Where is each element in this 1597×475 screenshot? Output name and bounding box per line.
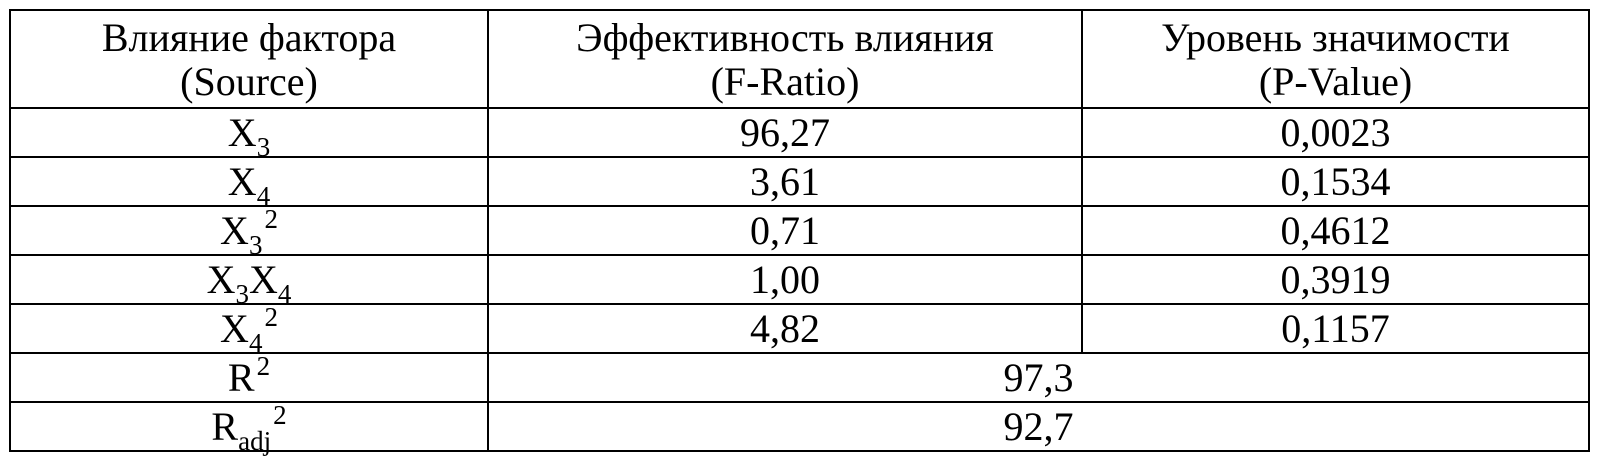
f-ratio-cell: 96,27	[487, 107, 1083, 158]
source-sup: 2	[264, 203, 278, 234]
f-ratio-cell: 1,00	[487, 254, 1083, 305]
source-base: X	[227, 109, 257, 155]
f-ratio-cell: 3,61	[487, 156, 1083, 207]
summary-label-sup: 2	[256, 350, 271, 381]
header-source-line1: Влияние фактора	[101, 15, 397, 60]
summary-label-base: R	[211, 403, 239, 449]
summary-label-sub: adj	[238, 425, 272, 456]
anova-table: Влияние фактора (Source) Эффективность в…	[9, 9, 1590, 454]
p-value-cell: 0,1534	[1081, 156, 1590, 207]
source-base: X	[227, 158, 257, 204]
summary-value-cell: 92,7	[487, 401, 1590, 452]
source-sub-2: 4	[277, 278, 292, 309]
header-p-value-line1: Уровень значимости	[1161, 15, 1510, 60]
table-row: X4 3,61 0,1534	[9, 156, 1590, 209]
summary-label-cell: R2	[9, 350, 489, 403]
p-value-cell: 0,0023	[1081, 107, 1590, 158]
p-value-cell: 0,3919	[1081, 254, 1590, 305]
source-sub: 4	[256, 180, 271, 211]
header-f-ratio: Эффективность влияния (F-Ratio)	[487, 9, 1083, 109]
source-sub: 3	[235, 278, 250, 309]
source-cell: X3	[9, 107, 489, 160]
header-f-ratio-line2: (F-Ratio)	[710, 59, 860, 104]
header-source: Влияние фактора (Source)	[9, 9, 489, 109]
source-base-2: X	[249, 256, 278, 302]
table-row: X32 0,71 0,4612	[9, 203, 1590, 258]
source-sub: 3	[256, 131, 271, 162]
header-p-value-line2: (P-Value)	[1258, 59, 1413, 104]
source-sup: 2	[264, 301, 278, 332]
summary-label-base: R	[227, 354, 255, 400]
header-f-ratio-line1: Эффективность влияния	[576, 15, 994, 60]
summary-label-cell: Radj2	[9, 399, 489, 454]
source-base: X	[220, 305, 249, 351]
summary-value-cell: 97,3	[487, 352, 1590, 403]
p-value-cell: 0,1157	[1081, 303, 1590, 354]
summary-label-sup: 2	[273, 399, 287, 430]
source-base: X	[220, 207, 249, 253]
header-row: Влияние фактора (Source) Эффективность в…	[9, 9, 1590, 109]
source-cell: X42	[9, 301, 489, 356]
table-row: X42 4,82 0,1157	[9, 301, 1590, 356]
f-ratio-cell: 4,82	[487, 303, 1083, 354]
table-row: X3X4 1,00 0,3919	[9, 254, 1590, 307]
f-ratio-cell: 0,71	[487, 205, 1083, 256]
table-row: X3 96,27 0,0023	[9, 107, 1590, 160]
summary-row-r2: R2 97,3	[9, 350, 1590, 403]
header-source-line2: (Source)	[180, 59, 318, 104]
source-sub: 3	[248, 229, 263, 260]
source-cell: X4	[9, 156, 489, 209]
source-base: X	[206, 256, 236, 302]
p-value-cell: 0,4612	[1081, 205, 1590, 256]
source-cell: X32	[9, 203, 489, 258]
source-cell: X3X4	[9, 254, 489, 307]
summary-row-r2-adj: Radj2 92,7	[9, 399, 1590, 454]
header-p-value: Уровень значимости (P-Value)	[1081, 9, 1590, 109]
source-sub: 4	[248, 327, 263, 358]
